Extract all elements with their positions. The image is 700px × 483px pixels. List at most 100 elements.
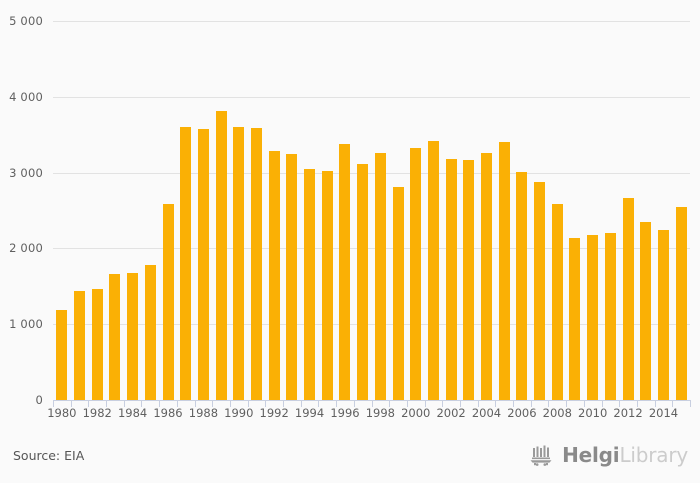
x-axis-tick [336, 400, 338, 407]
x-axis-tick [530, 400, 532, 407]
bar[interactable] [392, 187, 404, 400]
x-axis-tick [424, 400, 426, 407]
x-axis-tick [459, 400, 461, 407]
bar[interactable] [286, 154, 298, 400]
gridline [53, 324, 690, 326]
x-axis-tick [194, 400, 196, 407]
x-axis-tick [212, 400, 214, 407]
bars-layer [53, 21, 690, 400]
gridline [53, 21, 690, 22]
bar[interactable] [569, 237, 581, 400]
x-axis-tick-label: 1980 [47, 406, 77, 420]
x-axis-tick [477, 400, 479, 407]
x-axis-tick [583, 400, 585, 407]
bar[interactable] [675, 207, 687, 400]
x-axis-tick-label: 1986 [153, 406, 183, 420]
bar[interactable] [233, 127, 245, 400]
bar[interactable] [56, 310, 68, 400]
bar[interactable] [162, 204, 174, 400]
x-axis-tick-label: 2008 [542, 406, 572, 420]
x-axis-tick [88, 400, 90, 407]
bar[interactable] [215, 111, 227, 400]
x-axis-tick [176, 400, 178, 407]
x-axis-tick-label: 1984 [117, 406, 148, 420]
x-axis-tick-label: 2002 [436, 406, 466, 420]
bar[interactable] [410, 147, 422, 400]
bar[interactable] [604, 233, 616, 400]
x-axis-tick [265, 400, 267, 407]
x-axis-tick-label: 1994 [294, 406, 325, 420]
bar[interactable] [657, 230, 669, 400]
bar[interactable] [640, 221, 652, 400]
x-axis-tick [654, 400, 656, 407]
bar[interactable] [622, 198, 634, 400]
x-axis-tick [619, 400, 621, 407]
x-axis-tick-label: 1982 [82, 406, 112, 420]
bar[interactable] [551, 203, 563, 400]
x-axis-tick-label: 2010 [578, 406, 608, 420]
logo-wordmark: HelgiLibrary [562, 444, 688, 466]
bar[interactable] [91, 289, 103, 400]
bar[interactable] [587, 235, 599, 400]
x-axis-tick [318, 400, 320, 407]
x-axis-tick [123, 400, 125, 407]
bar[interactable] [427, 141, 439, 400]
x-axis-tick [601, 400, 603, 407]
bar[interactable] [498, 141, 510, 400]
x-axis-tick-label: 2006 [507, 406, 537, 420]
gridline [53, 96, 690, 98]
bar[interactable] [534, 181, 546, 400]
x-axis-tick [442, 400, 444, 407]
y-axis-tick-label: 5 000 [9, 14, 43, 28]
bar[interactable] [339, 143, 351, 400]
logo-brand-primary: Helgi [562, 443, 620, 467]
bar[interactable] [516, 172, 528, 400]
bar[interactable] [74, 290, 86, 400]
y-axis-tick-label: 1 000 [9, 317, 43, 332]
x-axis-tick [247, 400, 249, 407]
x-axis-tick [70, 400, 72, 407]
x-axis-tick [672, 400, 674, 407]
x-axis-tick-label: 2014 [648, 406, 679, 420]
x-axis-tick-label: 1992 [259, 406, 289, 420]
x-axis-tick [229, 400, 231, 407]
y-axis-tick-label: 2 000 [9, 241, 43, 256]
bar[interactable] [197, 128, 209, 400]
library-building-icon [529, 444, 555, 466]
bar[interactable] [481, 153, 492, 400]
x-axis-tick [353, 400, 355, 407]
x-axis-tick-label: 1998 [365, 406, 395, 420]
y-axis-tick-label: 0 [35, 393, 43, 407]
bar[interactable] [357, 163, 369, 400]
bar[interactable] [109, 274, 121, 400]
x-axis-tick [636, 400, 638, 407]
bar[interactable] [180, 127, 192, 400]
x-axis-tick [495, 400, 497, 407]
x-axis-tick-label: 2012 [613, 406, 643, 420]
x-axis-tick [389, 400, 391, 407]
y-axis-tick-label: 3 000 [9, 165, 43, 180]
bar[interactable] [268, 151, 280, 400]
bar[interactable] [144, 265, 156, 400]
bar[interactable] [463, 160, 475, 400]
x-axis-tick-label: 1996 [330, 406, 360, 420]
x-axis-tick [300, 400, 302, 407]
bar[interactable] [304, 169, 316, 400]
x-axis-tick [106, 400, 108, 407]
x-axis-tick [566, 400, 568, 407]
bar[interactable] [250, 128, 262, 400]
bar[interactable] [374, 152, 386, 400]
source-note: Source: EIA [13, 448, 85, 463]
gridline [53, 248, 690, 250]
gridline [53, 172, 690, 174]
x-axis-tick [513, 400, 515, 407]
bar[interactable] [127, 273, 139, 400]
x-axis-tick [406, 400, 408, 407]
bar[interactable] [445, 159, 457, 400]
x-axis-tick [548, 400, 550, 407]
x-axis-tick-label: 2000 [401, 406, 431, 420]
bar[interactable] [321, 171, 333, 400]
x-axis-tick-label: 1990 [224, 406, 254, 420]
x-axis-tick [159, 400, 161, 407]
